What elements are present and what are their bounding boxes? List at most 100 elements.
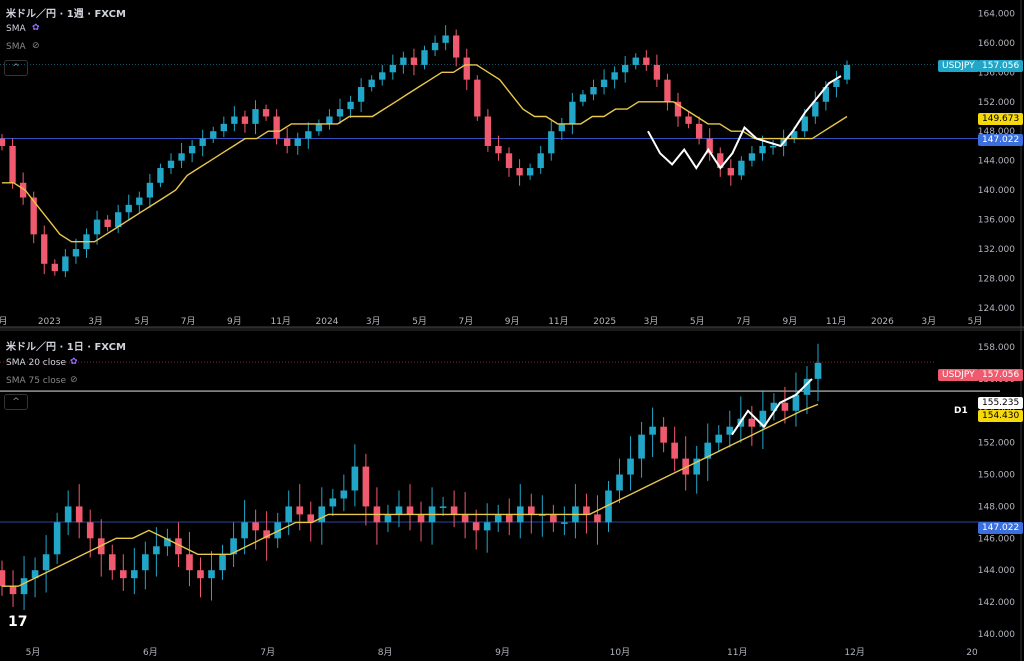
candle-body <box>318 506 326 523</box>
candle-body <box>406 506 414 515</box>
x-tick-label: 11月 <box>826 316 846 327</box>
candle-body <box>421 50 428 65</box>
x-tick-label: 7月 <box>181 316 196 327</box>
candle-body <box>368 79 375 88</box>
hline-badge: 147.022 <box>978 522 1024 534</box>
candle-body <box>362 466 370 507</box>
candle-body <box>274 522 281 539</box>
top-indicator-sma-2[interactable]: SMA <box>6 42 26 52</box>
candle-body <box>561 522 568 524</box>
candle-body <box>792 394 800 411</box>
hidden-eye-icon[interactable]: ⊘ <box>32 41 40 51</box>
bottom-indicator-sma20[interactable]: SMA 20 close <box>6 358 66 368</box>
candle-body <box>803 378 811 395</box>
y-tick-label: 152.000 <box>978 98 1015 108</box>
y-tick-label: 140.000 <box>978 630 1015 640</box>
candle-body <box>93 219 101 235</box>
candle-body <box>119 570 127 579</box>
candle-body <box>516 168 523 176</box>
candle-body <box>431 42 439 51</box>
x-tick-label: 9月 <box>227 316 242 327</box>
candle-body <box>605 490 612 523</box>
candle-body <box>527 506 535 515</box>
bottom-chart-title: 米ドル／円 · 1日 · FXCM <box>6 342 126 353</box>
price-badge: 157.056 <box>978 60 1024 72</box>
settings-icon[interactable]: ✿ <box>70 357 78 367</box>
candle-body <box>197 570 204 579</box>
d1-label: D1 <box>954 406 968 416</box>
candle-body <box>814 362 822 379</box>
candle-body <box>442 35 449 43</box>
candle-body <box>400 57 407 65</box>
candle-body <box>495 145 502 154</box>
candle-body <box>410 57 418 65</box>
x-tick-label: 3月 <box>921 316 936 327</box>
candle-body <box>146 182 154 198</box>
candle-body <box>695 123 703 139</box>
symbol-text: USDJPY <box>942 61 975 71</box>
top-indicator-sma[interactable]: SMA <box>6 24 26 34</box>
candle-body <box>153 546 160 555</box>
x-tick-label: 5月 <box>412 316 427 327</box>
candle-body <box>453 35 460 58</box>
candle-body <box>307 514 315 523</box>
candle-body <box>791 131 798 139</box>
candle-body <box>285 506 293 523</box>
candle-body <box>53 522 61 555</box>
y-tick-label: 160.000 <box>978 39 1015 49</box>
candle-body <box>494 514 502 523</box>
x-tick-label: 5月 <box>26 647 41 658</box>
candle-body <box>537 153 544 169</box>
candle-body <box>463 57 470 80</box>
settings-icon[interactable]: ✿ <box>32 23 40 33</box>
candle-body <box>326 116 333 124</box>
collapse-button[interactable]: ^ <box>4 60 28 76</box>
candle-body <box>395 506 403 515</box>
candle-body <box>178 153 185 161</box>
candle-body <box>781 402 789 411</box>
panel-separator <box>0 327 1024 331</box>
hidden-eye-icon[interactable]: ⊘ <box>70 375 78 385</box>
y-tick-label: 144.000 <box>978 566 1015 576</box>
candle-body <box>219 554 226 571</box>
x-tick-label: 20 <box>966 648 978 658</box>
candle-body <box>461 514 469 523</box>
x-tick-label: 5月 <box>690 316 705 327</box>
candle-body <box>548 131 555 154</box>
candle-body <box>484 116 492 146</box>
y-tick-label: 140.000 <box>978 186 1015 196</box>
candle-body <box>505 514 513 523</box>
candle-body <box>241 116 249 124</box>
candle-body <box>86 522 94 539</box>
bottom-indicator-sma75[interactable]: SMA 75 close <box>6 376 66 386</box>
candle-body <box>51 263 58 272</box>
candle-body <box>685 116 692 124</box>
candle-body <box>284 138 291 146</box>
x-tick-label: 9月 <box>782 316 797 327</box>
candle-body <box>833 79 840 88</box>
candle-body <box>220 123 227 132</box>
candle-body <box>748 418 756 427</box>
candle-body <box>42 554 50 571</box>
candle-body <box>417 514 425 523</box>
candle-body <box>693 458 701 475</box>
y-tick-label: 128.000 <box>978 275 1015 285</box>
candle-body <box>649 426 656 435</box>
y-tick-label: 142.000 <box>978 598 1015 608</box>
x-tick-label: 3月 <box>644 316 659 327</box>
sma-line <box>2 403 819 587</box>
y-tick-label: 158.000 <box>978 343 1015 353</box>
x-tick-label: 11月 <box>548 316 568 327</box>
collapse-button[interactable]: ^ <box>4 394 28 410</box>
candle-body <box>715 434 723 443</box>
x-tick-label: 2025 <box>593 317 616 327</box>
candle-body <box>136 197 143 205</box>
candle-body <box>64 506 72 523</box>
candle-body <box>450 506 458 515</box>
candle-body <box>252 522 259 531</box>
x-tick-label: 6月 <box>143 647 158 658</box>
candle-body <box>75 506 83 523</box>
candle-body <box>671 442 678 459</box>
candle-body <box>632 57 639 65</box>
